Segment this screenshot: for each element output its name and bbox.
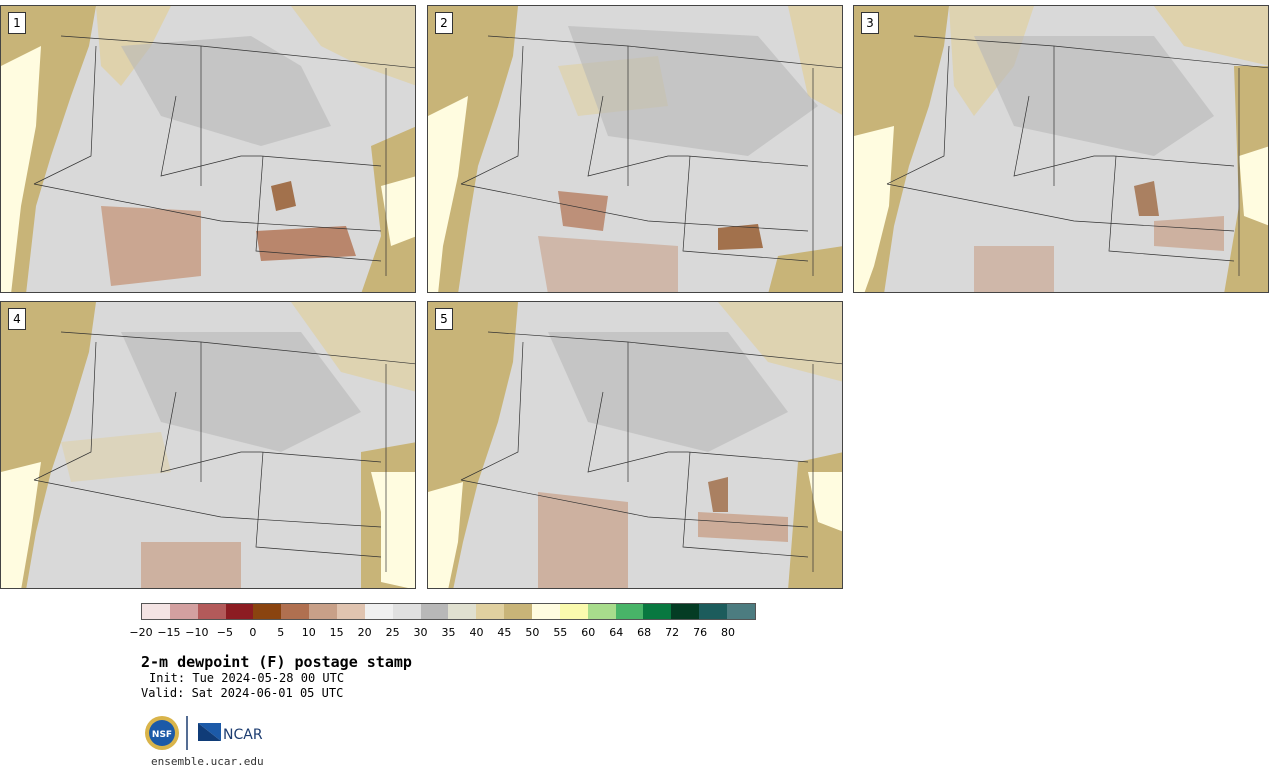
dewpoint-map-2 xyxy=(428,6,842,292)
colorbar-swatch xyxy=(476,604,505,619)
panel-label: 4 xyxy=(8,308,26,330)
colorbar-swatch xyxy=(225,604,254,619)
colorbar-swatch xyxy=(587,604,616,619)
colorbar-swatch xyxy=(448,604,477,619)
map-panel-3: 3 xyxy=(853,5,1269,293)
colorbar-swatch xyxy=(671,604,700,619)
colorbar-tick-label: 40 xyxy=(469,626,484,639)
colorbar-tick-label: −10 xyxy=(185,626,209,639)
colorbar-swatch xyxy=(643,604,672,619)
colorbar-swatch xyxy=(364,604,393,619)
colorbar-tick-label: 72 xyxy=(665,626,680,639)
panel-label: 2 xyxy=(435,12,453,34)
nsf-logo-text: NSF xyxy=(152,730,172,740)
colorbar-swatch xyxy=(197,604,226,619)
colorbar-ticks: −20 −15 −10 −5 0 5 10 15 20 25 30 35 40 45 50 55 60 64 68 7… xyxy=(129,626,756,640)
colorbar-swatch xyxy=(142,604,170,619)
colorbar-tick-label: 80 xyxy=(721,626,736,639)
colorbar-tick-label: 55 xyxy=(553,626,568,639)
colorbar-tick-label: 0 xyxy=(249,626,257,639)
valid-time: Valid: Sat 2024-06-01 05 UTC xyxy=(141,686,344,700)
ncar-logo-icon: NCAR xyxy=(198,723,263,743)
colorbar-tick-label: 68 xyxy=(637,626,652,639)
dewpoint-map-3 xyxy=(854,6,1268,292)
colorbar-swatch xyxy=(504,604,533,619)
colorbar-tick-label: 76 xyxy=(693,626,708,639)
colorbar-tick-label: 35 xyxy=(441,626,456,639)
colorbar-tick-label: 60 xyxy=(581,626,596,639)
colorbar-swatch xyxy=(169,604,198,619)
colorbar-swatch xyxy=(559,604,588,619)
colorbar-tick-label: −5 xyxy=(216,626,233,639)
panel-label: 3 xyxy=(861,12,879,34)
colorbar-tick-label: 30 xyxy=(413,626,428,639)
map-panel-2: 2 xyxy=(427,5,843,293)
colorbar-tick-label: 45 xyxy=(497,626,512,639)
panel-label: 5 xyxy=(435,308,453,330)
colorbar-swatch xyxy=(727,604,755,619)
colorbar-tick-label: 64 xyxy=(609,626,624,639)
ncar-logo-text: NCAR xyxy=(223,727,263,743)
colorbar-swatch xyxy=(337,604,365,619)
colorbar-tick-label: 25 xyxy=(385,626,400,639)
nsf-logo-icon: NSF xyxy=(145,716,179,750)
colorbar-tick-label: 5 xyxy=(277,626,285,639)
panel-label: 1 xyxy=(8,12,26,34)
map-panel-5: 5 xyxy=(427,301,843,589)
colorbar-swatch xyxy=(253,604,282,619)
map-panel-1: 1 xyxy=(0,5,416,293)
colorbar-tick-label: 10 xyxy=(301,626,316,639)
dewpoint-map-4 xyxy=(1,302,415,588)
colorbar-swatch xyxy=(309,604,338,619)
dewpoint-map-1 xyxy=(1,6,415,292)
init-time: Init: Tue 2024-05-28 00 UTC xyxy=(149,671,345,685)
colorbar-swatch xyxy=(281,604,310,619)
logos: NSF NCAR xyxy=(145,716,263,750)
footer-url: ensemble.ucar.edu xyxy=(151,755,264,768)
colorbar-tick-label: 20 xyxy=(357,626,372,639)
colorbar-swatch xyxy=(392,604,421,619)
colorbar-swatch xyxy=(615,604,644,619)
dewpoint-map-5 xyxy=(428,302,842,588)
map-panel-4: 4 xyxy=(0,301,416,589)
colorbar-swatch xyxy=(532,604,560,619)
colorbar-swatch xyxy=(420,604,449,619)
colorbar-tick-label: 50 xyxy=(525,626,540,639)
chart-title: 2-m dewpoint (F) postage stamp xyxy=(141,653,412,671)
colorbar-tick-label: 15 xyxy=(329,626,344,639)
colorbar-tick-label: −20 xyxy=(129,626,153,639)
colorbar-swatch xyxy=(699,604,728,619)
colorbar xyxy=(141,603,756,620)
colorbar-tick-label: −15 xyxy=(157,626,181,639)
